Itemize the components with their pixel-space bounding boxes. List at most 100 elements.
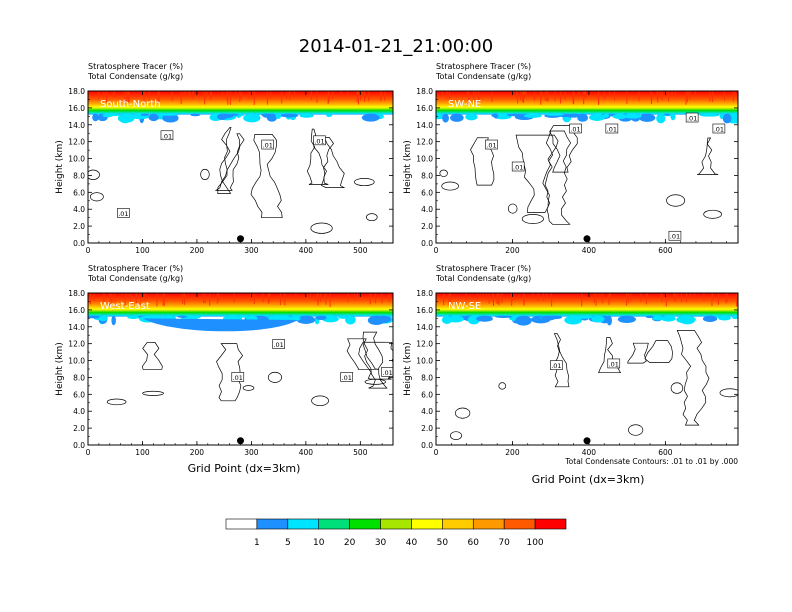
tracer-fragment [315, 316, 326, 320]
colorbar-swatch [319, 519, 350, 529]
x-tick-label: 600 [658, 246, 673, 255]
y-tick-label: 16.0 [68, 104, 85, 113]
location-marker [584, 437, 591, 444]
y-tick-label: 6.0 [73, 188, 85, 197]
colorbar-label: 30 [375, 538, 387, 548]
location-marker [584, 235, 591, 242]
tracer-fragment [148, 114, 158, 121]
contour-label: .01 [342, 374, 352, 382]
tracer-fragment [603, 114, 609, 118]
panel-subtitle-condensate: Total Condensate (g/kg) [87, 274, 183, 283]
y-tick-label: 16.0 [416, 104, 433, 113]
panel-direction-label: South-North [100, 99, 161, 110]
y-tick-label: 10.0 [68, 357, 85, 366]
x-tick-label: 400 [582, 448, 597, 457]
tracer-fragment [507, 114, 526, 117]
y-tick-label: 12.0 [68, 340, 85, 349]
x-tick-label: 100 [135, 246, 150, 255]
contour-label: .01 [551, 362, 561, 370]
colorbar-label: 100 [526, 538, 543, 548]
x-axis-title-left: Grid Point (dx=3km) [188, 462, 301, 475]
tracer-fragment [276, 114, 281, 119]
panel-direction-label: SW-NE [448, 99, 481, 110]
tracer-fragment [494, 114, 498, 119]
colorbar-label: 1 [254, 538, 260, 548]
tracer-fragment [140, 114, 149, 116]
colorbar-swatch [473, 519, 504, 529]
x-tick-label: 0 [86, 246, 91, 255]
panel-subtitle-condensate: Total Condensate (g/kg) [435, 274, 531, 283]
x-tick-label: 200 [505, 246, 520, 255]
tracer-fragment [707, 316, 714, 318]
y-tick-label: 14.0 [416, 121, 433, 130]
colorbar-label: 20 [344, 538, 356, 548]
y-tick-label: 2.0 [73, 424, 85, 433]
tracer-fragment [450, 114, 464, 122]
tracer-fragment [515, 316, 532, 326]
y-tick-label: 2.0 [421, 222, 433, 231]
colorbar-swatch [411, 519, 442, 529]
panel-subtitle-tracer: Stratosphere Tracer (%) [88, 264, 183, 273]
tracer-fragment [190, 114, 200, 117]
x-tick-label: 300 [244, 448, 259, 457]
y-tick-label: 10.0 [416, 155, 433, 164]
tracer-fragment [193, 316, 200, 319]
contour-label: .01 [263, 142, 273, 150]
chart-panel: Stratosphere Tracer (%)Total Condensate … [55, 264, 396, 457]
y-tick-label: 18.0 [68, 87, 85, 96]
y-tick-label: 0.0 [73, 239, 85, 248]
y-tick-label: 10.0 [68, 155, 85, 164]
tracer-fragment [300, 114, 314, 118]
y-axis-title: Height (km) [403, 140, 413, 194]
contour-label: .01 [382, 369, 392, 377]
tracer-fragment [646, 114, 651, 117]
stratosphere-tracer-field [436, 91, 738, 115]
tracer-fragment [368, 316, 385, 325]
tracer-fragment [280, 114, 298, 118]
contour-label: .01 [670, 233, 680, 241]
x-tick-label: 0 [434, 448, 439, 457]
x-tick-label: 200 [505, 448, 520, 457]
tracer-fragment [663, 316, 670, 322]
x-tick-label: 0 [86, 448, 91, 457]
y-tick-label: 4.0 [73, 407, 85, 416]
tracer-fragment [447, 316, 463, 323]
contour-label: .01 [162, 132, 172, 140]
tracer-fragment [442, 114, 449, 123]
x-tick-label: 300 [244, 246, 259, 255]
tracer-fragment [670, 114, 675, 121]
tracer-fragment [160, 114, 179, 116]
contour-label: .01 [273, 341, 283, 349]
y-tick-label: 18.0 [68, 289, 85, 298]
contour-label: .01 [118, 210, 128, 218]
tracer-fragment [243, 114, 260, 123]
colorbar-label: 70 [498, 538, 510, 548]
colorbar-swatch [226, 519, 257, 529]
tracer-fragment [99, 316, 108, 321]
colorbar-swatch [442, 519, 473, 529]
contour-label: .01 [233, 374, 243, 382]
y-tick-label: 6.0 [421, 390, 433, 399]
contour-label: .01 [609, 360, 619, 368]
tracer-fragment [574, 316, 593, 319]
tracer-fragment [476, 316, 493, 322]
tracer-fragment [362, 114, 380, 122]
y-tick-label: 18.0 [416, 289, 433, 298]
contour-label: .01 [314, 137, 324, 145]
panel-subtitle-tracer: Stratosphere Tracer (%) [436, 62, 531, 71]
y-tick-label: 12.0 [68, 138, 85, 147]
colorbar: 1 5 10 20 30 40 50 60 70 100 [226, 519, 566, 548]
y-tick-label: 18.0 [416, 87, 433, 96]
tracer-fragment [326, 114, 332, 117]
chart-panel: Stratosphere Tracer (%)Total Condensate … [403, 62, 744, 255]
y-tick-label: 4.0 [421, 407, 433, 416]
y-tick-label: 2.0 [73, 222, 85, 231]
panel-subtitle-condensate: Total Condensate (g/kg) [435, 72, 531, 81]
x-tick-label: 400 [299, 448, 314, 457]
tracer-fragment [177, 316, 187, 318]
y-axis-title: Height (km) [55, 342, 65, 396]
tracer-fragment [732, 316, 738, 319]
contour-label: .01 [687, 115, 697, 123]
tracer-fragment [345, 316, 356, 325]
